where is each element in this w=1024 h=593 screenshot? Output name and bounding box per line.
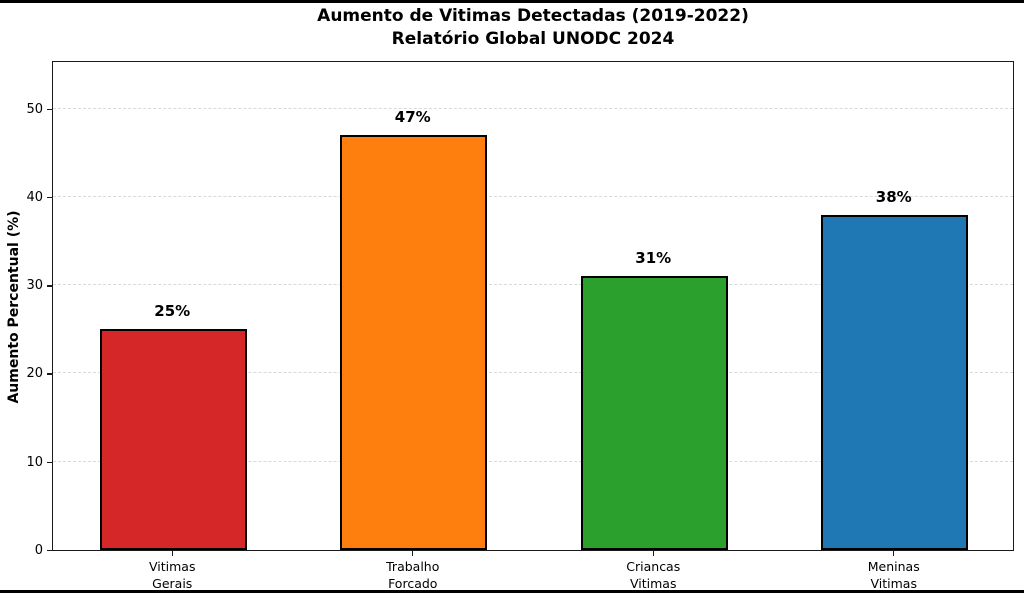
y-tick-mark-20 [47,373,52,375]
chart-title-line1: Aumento de Vitimas Detectadas (2019-2022… [317,6,749,26]
y-tick-label-50: 50 [26,101,43,117]
x-tick-mark-0 [171,551,173,556]
x-category-label-2: Criancas Vitimas [626,559,681,591]
bar-vitimas-gerais [99,329,247,550]
y-tick-label-20: 20 [26,366,43,382]
gridline-y-50 [53,107,1013,109]
x-category-label-1: Trabalho Forcado [386,559,440,591]
bar-criancas-vitimas [580,276,728,550]
y-tick-mark-0 [47,550,52,552]
bottom-border-strip [0,590,1024,593]
x-tick-mark-2 [652,551,654,556]
chart-title-line2: Relatório Global UNODC 2024 [391,29,675,49]
bar-value-label-31%: 31% [635,249,672,268]
x-tick-mark-3 [893,551,895,556]
bar-value-label-47%: 47% [394,108,431,127]
gridline-y-10 [53,460,1013,462]
bar-meninas-vitimas [821,214,969,550]
gridline-y-20 [53,372,1013,374]
top-border-strip [0,0,1024,3]
plot-area [52,61,1014,551]
y-tick-label-0: 0 [34,543,43,558]
y-axis-label: Aumento Percentual (%) [6,210,22,404]
x-category-label-0: Vitimas Gerais [149,559,196,591]
y-tick-label-30: 30 [26,278,43,294]
y-tick-mark-50 [47,108,52,110]
y-tick-mark-10 [47,461,52,464]
x-category-label-3: Meninas Vitimas [867,559,920,591]
y-tick-label-40: 40 [26,189,43,205]
bar-trabalho-forcado [340,135,488,550]
y-tick-label-10: 10 [26,454,43,470]
y-tick-mark-40 [47,196,52,199]
gridline-y-40 [53,195,1013,197]
gridline-y-30 [53,284,1013,286]
x-tick-mark-1 [412,551,414,556]
bar-value-label-38%: 38% [875,187,912,206]
bar-value-label-25%: 25% [154,302,191,321]
chart-title: Aumento de Vitimas Detectadas (2019-2022… [52,5,1014,51]
y-tick-mark-30 [47,285,52,287]
